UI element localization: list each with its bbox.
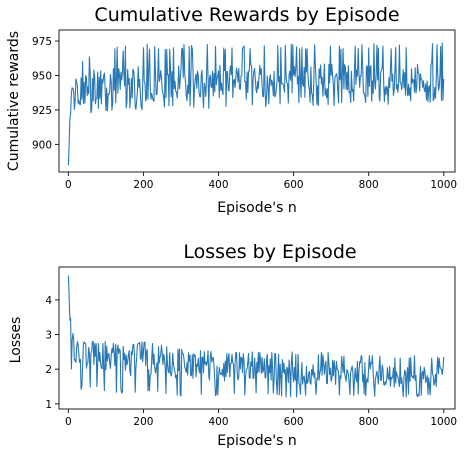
- rewards-y-tick-label: 925: [32, 105, 52, 117]
- rewards-y-tick-label: 950: [32, 70, 52, 82]
- rewards-ticks: 0 200 400 600 800 1000 900 925 950 975: [32, 36, 457, 191]
- losses-series-line: [67, 275, 445, 398]
- losses-chart: Losses by Episode 0 200 400 600 800 10001234 …: [8, 241, 457, 449]
- rewards-y-axis-label: Cumulative rewards: [6, 31, 22, 171]
- rewards-y-tick-label: 900: [32, 139, 52, 151]
- rewards-x-tick-label: 1000: [430, 179, 457, 191]
- rewards-chart: Cumulative Rewards by Episode 0 200 400 600…: [6, 4, 457, 216]
- losses-y-tick-label: 3: [45, 330, 52, 342]
- losses-x-tick-label: 400: [209, 416, 229, 428]
- rewards-plot-frame: [58, 29, 456, 173]
- rewards-x-axis-label: Episode's n: [217, 200, 296, 216]
- rewards-chart-title: Cumulative Rewards by Episode: [94, 4, 399, 26]
- rewards-x-tick-label: 200: [133, 179, 153, 191]
- losses-y-tick-label: 1: [45, 399, 52, 411]
- losses-y-axis-label: Losses: [8, 317, 24, 364]
- losses-x-tick-label: 800: [359, 416, 379, 428]
- losses-x-tick-label: 1000: [430, 416, 457, 428]
- losses-x-axis-label: Episode's n: [217, 433, 296, 449]
- losses-x-tick-label: 0: [65, 416, 72, 428]
- rewards-x-tick-label: 800: [359, 179, 379, 191]
- rewards-x-tick-label: 600: [284, 179, 304, 191]
- losses-plot-frame: [58, 266, 456, 410]
- rewards-series-line: [67, 42, 445, 166]
- losses-x-tick-label: 600: [284, 416, 304, 428]
- losses-chart-title: Losses by Episode: [183, 241, 356, 263]
- losses-y-tick-label: 4: [45, 295, 52, 307]
- losses-ticks: 0 200 400 600 800 1000 1 2 3 4: [45, 295, 457, 428]
- losses-x-tick-label: 200: [133, 416, 153, 428]
- rewards-x-tick-label: 400: [209, 179, 229, 191]
- losses-y-tick-label: 2: [45, 364, 52, 376]
- rewards-y-tick-label: 975: [32, 36, 52, 48]
- rewards-x-tick-label: 0: [65, 179, 72, 191]
